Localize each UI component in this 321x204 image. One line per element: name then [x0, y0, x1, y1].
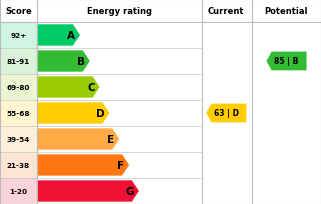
Text: E: E: [107, 134, 114, 144]
Text: 21-38: 21-38: [7, 162, 30, 168]
Text: Energy rating: Energy rating: [87, 7, 152, 16]
Text: 81-91: 81-91: [7, 59, 30, 65]
Text: 55-68: 55-68: [7, 110, 30, 116]
Polygon shape: [266, 52, 307, 71]
Text: Potential: Potential: [265, 7, 308, 16]
Text: 39-54: 39-54: [7, 136, 30, 142]
Polygon shape: [37, 155, 129, 176]
Polygon shape: [37, 129, 119, 150]
Bar: [0, 75, 37, 101]
Polygon shape: [37, 181, 139, 202]
Text: 69-80: 69-80: [7, 85, 30, 91]
Text: G: G: [126, 186, 134, 196]
Bar: [0, 178, 37, 204]
Polygon shape: [37, 51, 90, 72]
Polygon shape: [37, 25, 80, 46]
Text: B: B: [77, 57, 85, 67]
Text: 92+: 92+: [10, 33, 27, 39]
Text: Score: Score: [5, 7, 32, 16]
Text: D: D: [96, 109, 105, 118]
Text: F: F: [117, 160, 124, 170]
Polygon shape: [206, 104, 247, 123]
Bar: [0, 101, 37, 126]
Text: 63 | D: 63 | D: [214, 109, 239, 118]
Bar: [0, 152, 37, 178]
Bar: [0, 126, 37, 152]
Text: C: C: [87, 83, 95, 93]
Bar: [0, 23, 37, 49]
Polygon shape: [37, 103, 109, 124]
Bar: [0, 49, 37, 75]
Polygon shape: [37, 77, 100, 98]
Text: 85 | B: 85 | B: [274, 57, 299, 66]
Text: Current: Current: [208, 7, 245, 16]
Text: A: A: [67, 31, 75, 41]
Text: 1-20: 1-20: [9, 188, 28, 194]
